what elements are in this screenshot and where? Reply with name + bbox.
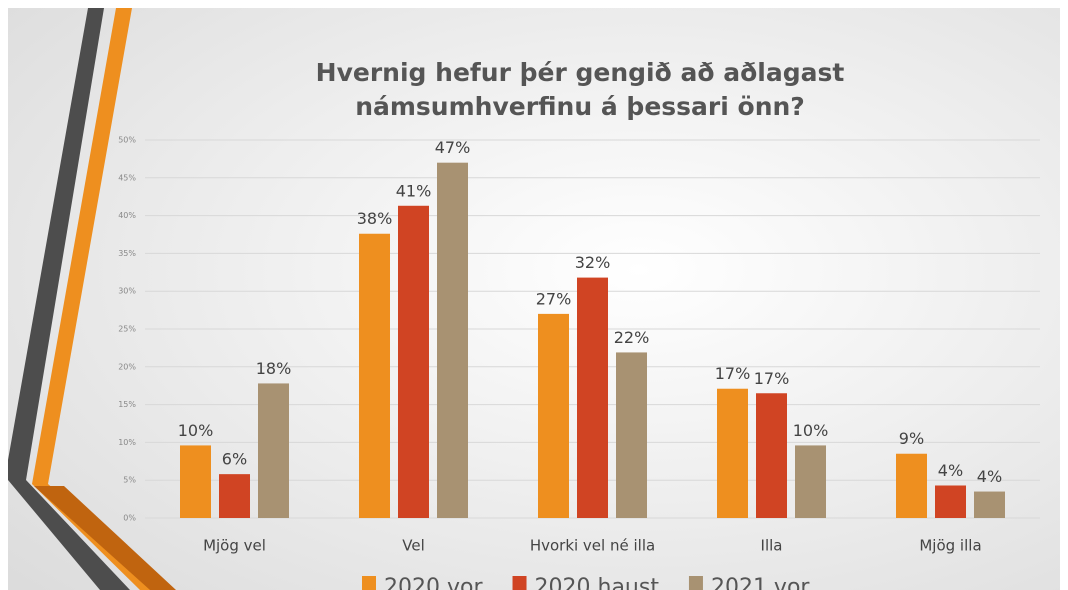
y-tick-label: 40%	[118, 211, 136, 220]
bar	[437, 162, 468, 518]
x-tick-label: Hvorki vel né illa	[530, 537, 655, 555]
bar	[974, 491, 1005, 518]
x-tick-label: Mjög vel	[203, 537, 266, 555]
y-tick-label: 50%	[118, 136, 136, 145]
y-tick-label: 10%	[118, 438, 136, 447]
bar	[616, 352, 647, 518]
value-label: 4%	[938, 461, 963, 480]
bar	[538, 313, 569, 518]
bar	[359, 233, 390, 518]
value-label: 38%	[357, 209, 393, 228]
value-label: 10%	[793, 421, 829, 440]
bar	[795, 445, 826, 518]
x-tick-label: Vel	[402, 537, 425, 555]
bar	[896, 453, 927, 518]
legend-swatch	[688, 576, 703, 590]
y-tick-label: 30%	[118, 287, 136, 296]
legend-label: 2021 vor	[711, 575, 810, 590]
y-tick-label: 25%	[118, 325, 136, 334]
y-tick-label: 15%	[118, 400, 136, 409]
bar	[756, 393, 787, 518]
y-tick-label: 35%	[118, 249, 136, 258]
bar	[258, 383, 289, 518]
bar	[180, 445, 211, 518]
chart-title: námsumhverfinu á þessari önn?	[355, 92, 805, 121]
value-label: 9%	[899, 429, 924, 448]
bar	[398, 205, 429, 518]
bar	[219, 474, 250, 518]
value-label: 10%	[178, 421, 214, 440]
x-tick-label: Illa	[761, 537, 783, 555]
x-tick-label: Mjög illa	[919, 537, 981, 555]
y-tick-label: 5%	[123, 476, 136, 485]
value-label: 47%	[435, 138, 471, 157]
value-label: 41%	[396, 181, 432, 200]
value-label: 6%	[222, 450, 247, 469]
y-tick-label: 45%	[118, 173, 136, 182]
value-label: 18%	[256, 359, 292, 378]
bar	[577, 277, 608, 518]
value-label: 22%	[614, 328, 650, 347]
legend-swatch	[362, 576, 376, 590]
value-label: 32%	[575, 253, 611, 272]
value-label: 4%	[977, 467, 1002, 486]
chart-title: Hvernig hefur þér gengið að aðlagast	[316, 58, 845, 87]
value-label: 17%	[754, 369, 790, 388]
y-tick-label: 0%	[123, 514, 136, 523]
legend-swatch	[512, 576, 527, 590]
value-label: 27%	[536, 289, 572, 308]
y-tick-label: 20%	[118, 362, 136, 371]
bar	[717, 388, 748, 518]
legend-label: 2020 vor	[384, 575, 483, 590]
legend-label: 2020 haust	[535, 575, 660, 590]
decor-stripe-dark	[8, 8, 130, 590]
value-label: 17%	[715, 364, 751, 383]
decor-stripe-orange	[32, 8, 170, 590]
decor-stripe-shadow	[34, 486, 176, 590]
bar	[935, 485, 966, 518]
